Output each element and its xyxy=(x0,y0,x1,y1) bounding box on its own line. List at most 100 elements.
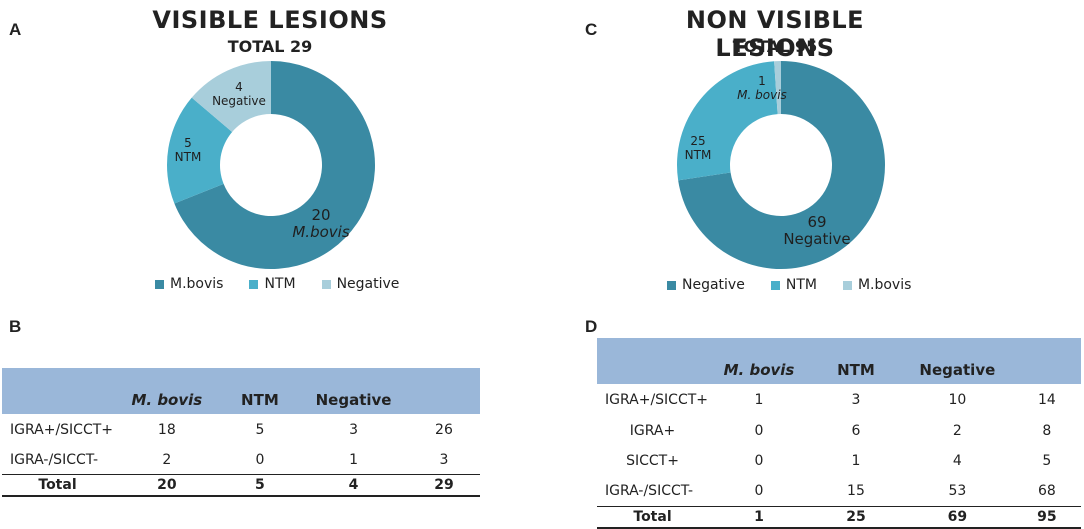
row-label: IGRA-/SICCT- xyxy=(10,452,99,468)
legend-swatch xyxy=(321,279,331,289)
cell: 5 xyxy=(1042,453,1052,469)
legend-item-ntm: NTM xyxy=(770,277,817,293)
cell: 0 xyxy=(255,452,265,468)
donut-slice-negative xyxy=(191,61,271,132)
cell: 18 xyxy=(157,422,176,438)
cell: 4 xyxy=(952,453,962,469)
cell: 1 xyxy=(708,505,810,529)
row-label: SICCT+ xyxy=(626,453,679,469)
cell: 20 xyxy=(113,474,221,497)
panel-letter-a: A xyxy=(9,20,22,39)
slice-name-label: NTM xyxy=(685,148,712,162)
table-row: IGRA+/SICCT+ 18 5 3 26 xyxy=(2,414,480,446)
row-label: IGRA-/SICCT- xyxy=(605,482,694,499)
table-total-row: Total 1 25 69 95 xyxy=(597,505,1081,529)
cell: 1 xyxy=(349,452,358,468)
table-row: IGRA-/SICCT- 2 0 1 3 xyxy=(2,446,480,475)
cell: 25 xyxy=(809,505,902,529)
panel-letter-d: D xyxy=(585,317,598,336)
legend-item-negative: Negative xyxy=(321,276,400,292)
cell: 29 xyxy=(407,474,480,497)
cell: 14 xyxy=(1037,392,1056,408)
cell: 4 xyxy=(299,474,408,497)
chart-c-legend: Negative NTM M.bovis xyxy=(667,277,911,293)
table-d-header-blank xyxy=(597,338,708,384)
slice-value-label: 5 xyxy=(184,136,192,150)
table-row: SICCT+ 0 1 4 5 xyxy=(597,446,1081,476)
table-d-header-ntm: NTM xyxy=(837,361,875,379)
cell: 3 xyxy=(349,422,358,438)
table-row: IGRA+/SICCT+ 1 3 10 14 xyxy=(597,384,1081,416)
legend-item-negative: Negative xyxy=(667,277,745,293)
slice-name-label: NTM xyxy=(175,150,202,164)
table-b-header-mbovis: M. bovis xyxy=(131,391,203,409)
legend-swatch xyxy=(842,280,852,290)
cell: 1 xyxy=(754,392,764,408)
total-label: Total xyxy=(597,505,709,529)
chart-a-legend: M.bovis NTM Negative xyxy=(155,276,399,292)
legend-item-m-bovis: M.bovis xyxy=(155,276,223,292)
legend-swatch xyxy=(249,279,259,289)
cell: 0 xyxy=(754,482,764,499)
cell: 1 xyxy=(851,453,861,469)
cell: 68 xyxy=(1037,482,1056,499)
cell: 10 xyxy=(948,392,967,408)
panel-letter-c: C xyxy=(585,20,598,39)
table-row: IGRA-/SICCT- 0 15 53 68 xyxy=(597,476,1081,506)
slice-name-label: Negative xyxy=(212,94,266,108)
legend-swatch xyxy=(155,279,164,289)
cell: 2 xyxy=(952,423,962,439)
slice-value-label: 25 xyxy=(690,134,705,148)
slice-name-label: M.bovis xyxy=(292,223,349,241)
legend-item-m-bovis: M.bovis xyxy=(842,277,912,293)
chart-a-title: VISIBLE LESIONS xyxy=(152,6,388,34)
table-d: M. bovis NTM Negative IGRA+/SICCT+ 1 3 1… xyxy=(597,338,1081,529)
row-label: IGRA+/SICCT+ xyxy=(605,392,709,408)
legend-swatch xyxy=(770,280,780,290)
cell: 53 xyxy=(948,482,967,499)
row-label: IGRA+/SICCT+ xyxy=(10,422,114,438)
cell: 3 xyxy=(851,392,861,408)
table-b-header-total xyxy=(408,368,480,414)
legend-label: M.bovis xyxy=(857,277,912,293)
donut-slice-ntm xyxy=(677,61,778,181)
slice-value-label: 69 xyxy=(807,213,826,231)
cell: 5 xyxy=(255,422,265,438)
cell: 26 xyxy=(435,422,453,438)
legend-label: Negative xyxy=(682,277,745,293)
legend-label: NTM xyxy=(264,276,296,292)
cell: 2 xyxy=(162,452,172,468)
chart-c-title: NON VISIBLE LESIONS xyxy=(685,6,865,62)
slice-name-label: M. bovis xyxy=(737,88,787,102)
cell: 95 xyxy=(1012,505,1081,529)
donut-slice-m-bovis xyxy=(774,61,781,115)
cell: 0 xyxy=(754,453,764,469)
cell: 6 xyxy=(851,423,861,439)
table-b-header-blank xyxy=(2,368,113,414)
legend-swatch xyxy=(667,280,676,290)
table-row: IGRA+ 0 6 2 8 xyxy=(597,416,1081,446)
donut-slice-m-bovis xyxy=(174,61,376,269)
cell: 8 xyxy=(1042,423,1052,439)
table-b: M. bovis NTM Negative IGRA+/SICCT+ 18 5 … xyxy=(2,368,480,497)
table-d-header-total xyxy=(1013,338,1081,384)
legend-label: M.bovis xyxy=(170,276,224,292)
donut-slice-negative xyxy=(678,61,885,269)
legend-label: NTM xyxy=(785,277,817,293)
row-label: IGRA+ xyxy=(629,423,676,439)
table-d-header-mbovis: M. bovis xyxy=(723,361,795,379)
table-total-row: Total 20 5 4 29 xyxy=(2,474,480,497)
donut-slice-ntm xyxy=(167,97,233,204)
cell: 69 xyxy=(901,505,1013,529)
table-b-header-negative: Negative xyxy=(315,391,392,409)
slice-value-label: 4 xyxy=(235,80,243,94)
cell: 3 xyxy=(439,452,449,468)
cell: 5 xyxy=(220,474,300,497)
total-label: Total xyxy=(2,474,114,497)
table-b-header-ntm: NTM xyxy=(241,391,279,409)
cell: 15 xyxy=(847,482,865,499)
slice-name-label: Negative xyxy=(783,230,850,248)
legend-label: Negative xyxy=(336,276,400,292)
